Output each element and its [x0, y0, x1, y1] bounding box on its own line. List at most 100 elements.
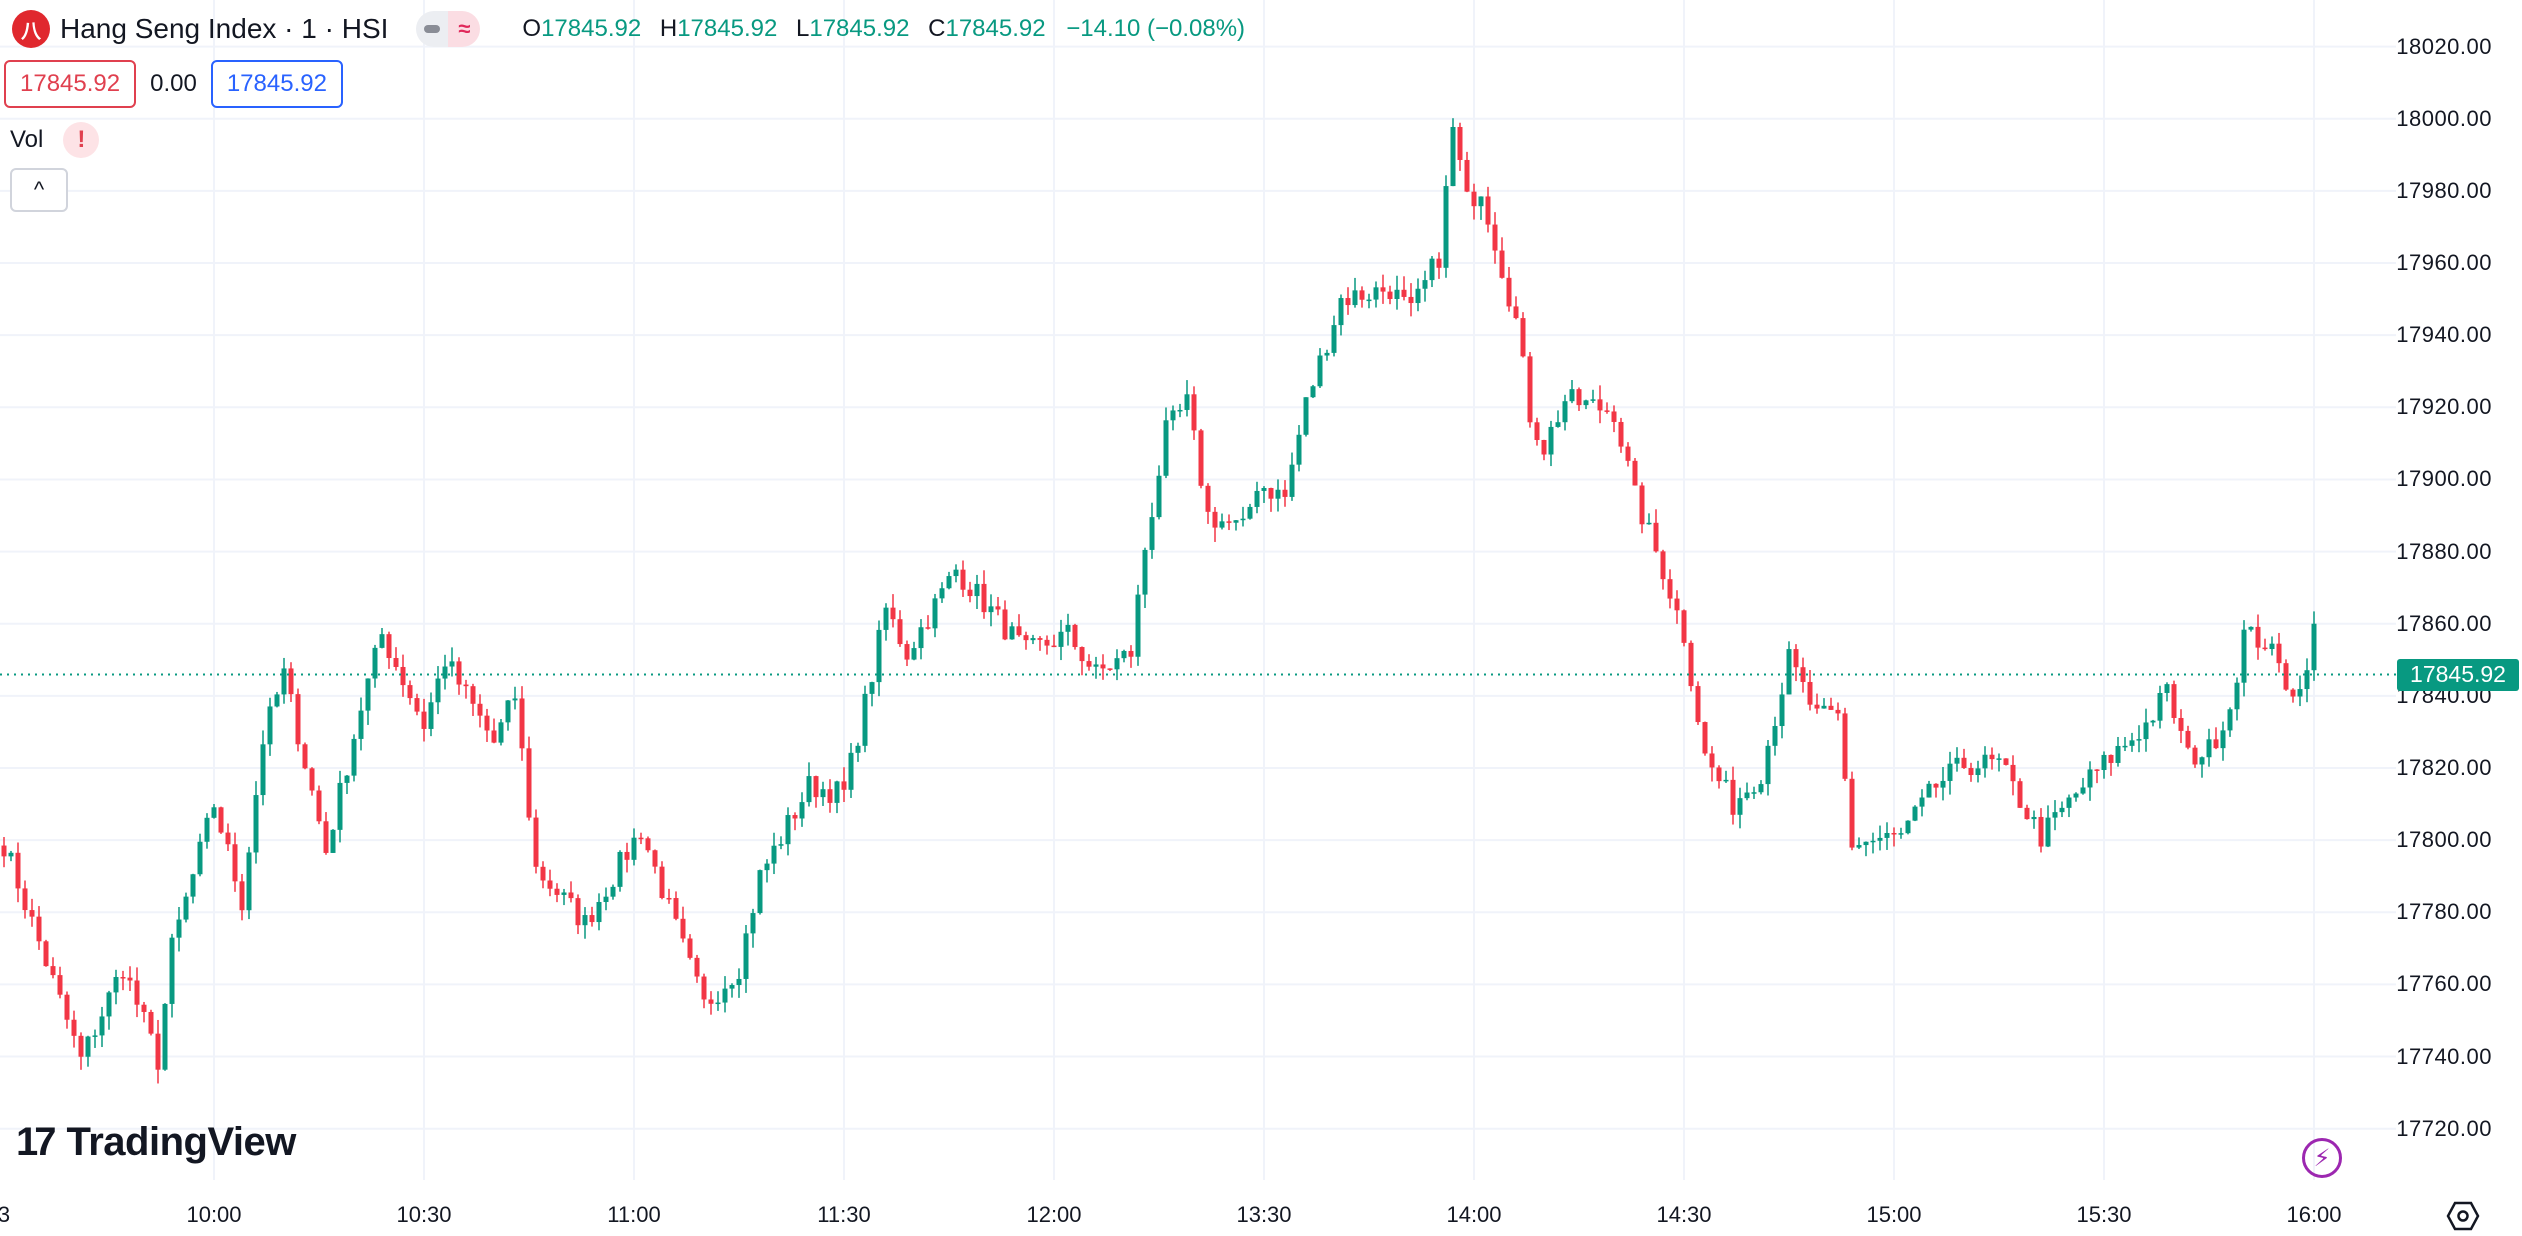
time-tick-label: 14:30: [1656, 1202, 1712, 1227]
candle-body: [575, 898, 581, 926]
warning-icon[interactable]: !: [63, 122, 100, 158]
candle-body: [1604, 410, 1610, 412]
candle-body: [1387, 291, 1393, 299]
candle-body: [2248, 626, 2254, 630]
candle-body: [302, 744, 308, 769]
high-label: H: [659, 15, 678, 42]
settings-icon[interactable]: [2446, 1200, 2480, 1232]
candle-body: [1345, 298, 1351, 306]
candle-body: [610, 886, 616, 897]
candle-body: [554, 888, 560, 895]
candle-body: [1478, 196, 1484, 207]
candle-body: [1905, 820, 1911, 834]
candle-body: [1408, 296, 1414, 304]
candle-body: [666, 897, 672, 900]
symbol-title[interactable]: Hang Seng Index · 1 · HSI: [60, 13, 389, 44]
candle-body: [1751, 792, 1757, 794]
candle-body: [519, 698, 525, 749]
volume-indicator[interactable]: Vol !: [10, 122, 100, 158]
candle-body: [1877, 837, 1883, 841]
candle-body: [1422, 280, 1428, 289]
candle-body: [1303, 397, 1309, 435]
candle-body: [288, 668, 294, 695]
candle-body: [1212, 511, 1218, 528]
close-label: C: [928, 15, 946, 42]
candle-body: [589, 915, 595, 923]
sell-button[interactable]: 17845.92: [4, 60, 137, 108]
candle-body: [1247, 506, 1253, 519]
candle-body: [1016, 626, 1022, 636]
lightning-icon[interactable]: ⚡: [2302, 1138, 2342, 1178]
candle-body: [1695, 686, 1701, 723]
candle-body: [2038, 816, 2044, 847]
candle-body: [813, 776, 819, 798]
candle-body: [561, 892, 567, 895]
candle-body: [1051, 645, 1057, 648]
candle-body: [232, 844, 238, 882]
candle-body: [78, 1035, 84, 1057]
candle-body: [15, 852, 21, 889]
candle-body: [1030, 638, 1036, 641]
candle-body: [1492, 224, 1498, 251]
candle-body: [449, 661, 455, 667]
market-status[interactable]: ≈: [416, 11, 481, 47]
candle-body: [974, 583, 980, 597]
candle-body: [379, 634, 385, 648]
candle-body: [400, 666, 406, 686]
candle-body: [2087, 769, 2093, 788]
candle-body: [722, 988, 728, 1003]
candle-body: [1240, 518, 1246, 521]
candle-body: [2045, 817, 2051, 847]
candle-body: [386, 634, 392, 659]
price-tick-label: 18020.00: [2396, 33, 2492, 59]
time-tick-label: 12:00: [1026, 1202, 1082, 1227]
candle-body: [1709, 753, 1715, 768]
candle-body: [1485, 196, 1491, 225]
candle-body: [50, 966, 56, 976]
candle-body: [2297, 689, 2303, 697]
price-tick-label: 17820.00: [2396, 755, 2492, 780]
candle-body: [967, 589, 973, 597]
time-tick-label: 10:00: [186, 1202, 242, 1227]
candle-body: [1058, 631, 1064, 647]
candle-body: [1975, 768, 1981, 776]
close-value: 17845.92: [945, 15, 1046, 42]
volume-label: Vol: [10, 126, 44, 153]
candle-body: [1835, 709, 1841, 714]
buy-button[interactable]: 17845.92: [210, 60, 343, 108]
candle-body: [141, 1004, 147, 1012]
candle-body: [841, 781, 847, 790]
time-tick-label: 3: [0, 1202, 11, 1227]
candle-body: [2080, 787, 2086, 794]
collapse-legend-button[interactable]: ^: [10, 168, 68, 212]
candle-body: [1534, 422, 1540, 440]
candle-body: [323, 821, 329, 853]
candle-body: [1359, 290, 1365, 300]
candle-body: [1576, 389, 1582, 406]
candle-body: [1191, 394, 1197, 431]
candle-body: [1457, 127, 1463, 160]
candle-body: [120, 977, 126, 979]
tradingview-logo-text: TradingView: [66, 1120, 297, 1164]
candle-body: [351, 738, 357, 776]
candle-body: [1618, 421, 1624, 447]
candle-body: [1779, 694, 1785, 727]
candle-body: [337, 782, 343, 830]
candle-body: [22, 888, 28, 911]
candle-body: [2185, 730, 2191, 748]
candle-body: [414, 698, 420, 712]
candle-body: [1737, 798, 1743, 815]
candle-body: [1499, 250, 1505, 278]
candle-body: [1982, 754, 1988, 769]
candle-body: [1338, 298, 1344, 326]
candle-body: [71, 1019, 77, 1036]
tradingview-logo[interactable]: 17 TradingView: [16, 1120, 296, 1165]
candle-body: [2157, 693, 2163, 721]
candle-body: [2024, 807, 2030, 820]
candle-body: [939, 588, 945, 599]
candle-body: [1443, 186, 1449, 268]
candle-body: [1366, 299, 1372, 302]
candle-body: [1744, 792, 1750, 799]
candle-body: [1793, 649, 1799, 668]
